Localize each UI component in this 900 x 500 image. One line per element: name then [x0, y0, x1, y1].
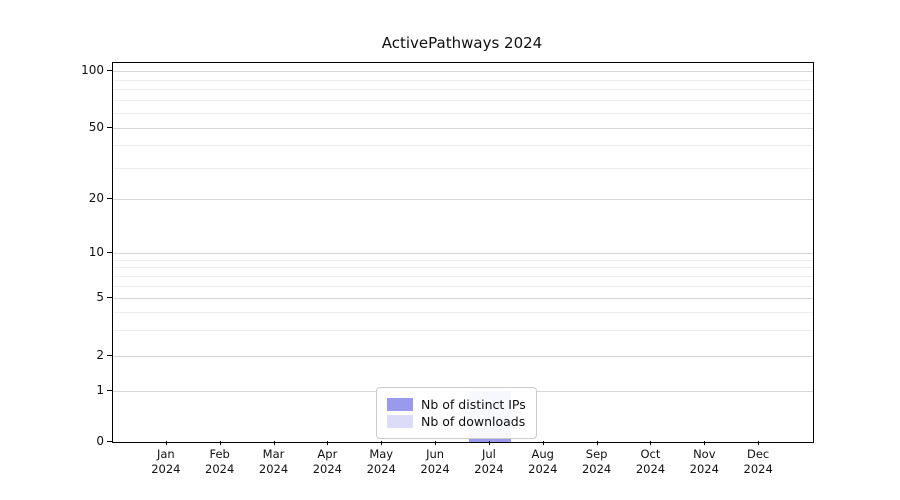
x-tick-label: Mar 2024: [258, 447, 289, 476]
minor-gridline: [113, 267, 813, 269]
y-tick-label: 10: [88, 245, 104, 259]
x-tick-label: Feb 2024: [205, 447, 235, 476]
x-tick-label: Jan 2024: [151, 447, 181, 476]
minor-gridline: [113, 330, 813, 332]
major-gridline: [113, 71, 813, 72]
x-tick-label: May 2024: [366, 447, 396, 476]
y-tick-label: 5: [96, 290, 104, 304]
major-gridline: [113, 356, 813, 357]
x-tick-mark: [488, 441, 490, 445]
y-tick-mark: [107, 252, 112, 253]
minor-gridline: [113, 259, 813, 261]
x-tick-label: Nov 2024: [689, 447, 719, 476]
x-tick-label: Aug 2024: [528, 447, 558, 476]
minor-gridline: [113, 276, 813, 278]
minor-gridline: [113, 100, 813, 102]
y-tick-mark: [107, 70, 112, 71]
x-tick-label: Oct 2024: [635, 447, 666, 476]
x-tick-mark: [327, 441, 329, 445]
y-tick-mark: [107, 198, 112, 199]
y-tick-label: 0: [96, 434, 104, 448]
major-gridline: [113, 253, 813, 254]
x-tick-label: Sep 2024: [581, 447, 612, 476]
x-tick-mark: [435, 441, 437, 445]
minor-gridline: [113, 89, 813, 91]
y-tick-label: 20: [88, 191, 104, 205]
minor-gridline: [113, 145, 813, 147]
minor-gridline: [113, 167, 813, 169]
major-gridline: [113, 128, 813, 129]
x-tick-mark: [165, 441, 167, 445]
y-tick-mark: [107, 441, 112, 442]
minor-gridline: [113, 286, 813, 288]
y-tick-label: 100: [81, 63, 104, 77]
x-tick-mark: [596, 441, 598, 445]
x-tick-mark: [542, 441, 544, 445]
x-tick-mark: [381, 441, 383, 445]
minor-gridline: [113, 113, 813, 114]
y-tick-mark: [107, 297, 112, 298]
legend-item: Nb of downloads: [387, 414, 526, 429]
y-tick-mark: [107, 127, 112, 128]
x-tick-mark: [650, 441, 652, 445]
x-tick-mark: [219, 441, 221, 445]
x-tick-label: Jun 2024: [420, 447, 450, 476]
x-tick-label: Dec 2024: [743, 447, 773, 476]
chart-title: ActivePathways 2024: [381, 34, 543, 52]
plot-area: Nb of distinct IPs Nb of downloads: [112, 62, 814, 443]
y-tick-mark: [107, 390, 112, 391]
legend: Nb of distinct IPs Nb of downloads: [376, 387, 537, 439]
y-tick-label: 2: [96, 348, 104, 362]
major-gridline: [113, 298, 813, 299]
major-gridline: [113, 199, 813, 200]
y-tick-label: 50: [88, 120, 104, 134]
legend-item-label: Nb of downloads: [421, 414, 526, 429]
legend-item-label: Nb of distinct IPs: [421, 397, 526, 412]
x-tick-label: Apr 2024: [312, 447, 343, 476]
minor-gridline: [113, 79, 813, 81]
x-tick-mark: [704, 441, 706, 445]
legend-swatch: [387, 398, 413, 411]
legend-swatch: [387, 415, 413, 428]
y-tick-mark: [107, 355, 112, 356]
y-tick-label: 1: [96, 383, 104, 397]
x-tick-mark: [273, 441, 275, 445]
x-tick-label: Jul 2024: [474, 447, 504, 476]
legend-item: Nb of distinct IPs: [387, 397, 526, 412]
minor-gridline: [113, 312, 813, 314]
x-tick-mark: [758, 441, 760, 445]
